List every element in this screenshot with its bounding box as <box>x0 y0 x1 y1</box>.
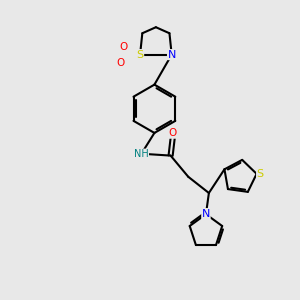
Text: S: S <box>256 169 264 179</box>
Text: O: O <box>169 128 177 138</box>
Text: N: N <box>167 50 176 60</box>
Text: O: O <box>117 58 125 68</box>
Text: NH: NH <box>134 149 148 159</box>
Text: S: S <box>136 50 144 60</box>
Text: O: O <box>120 42 128 52</box>
Text: N: N <box>202 208 210 219</box>
